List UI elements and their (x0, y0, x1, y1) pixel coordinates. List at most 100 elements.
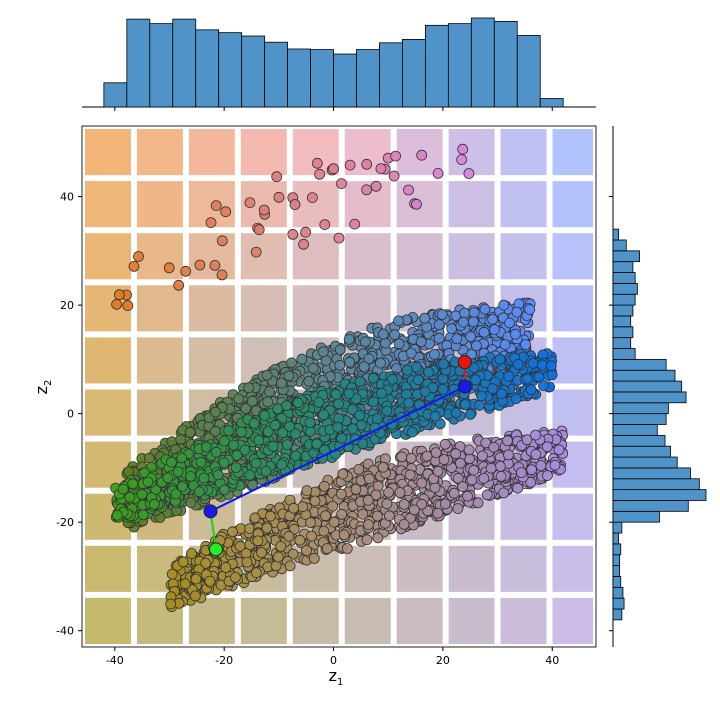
scatter-point (223, 425, 235, 437)
right-hist-bar (612, 554, 621, 566)
scatter-point (261, 369, 273, 381)
scatter-point (526, 464, 537, 476)
scatter-point (166, 568, 178, 580)
scatter-point (389, 329, 401, 341)
right-hist-bar (612, 424, 658, 436)
scatter-point (438, 454, 450, 465)
scatter-point (525, 384, 537, 396)
scatter-point (419, 386, 431, 398)
scatter-point (290, 450, 302, 462)
scatter-point (452, 503, 464, 515)
scatter-point (318, 409, 330, 421)
background-tile (85, 233, 131, 280)
scatter-point (357, 438, 369, 450)
scatter-point (318, 480, 330, 492)
scatter-point (452, 472, 464, 484)
scatter-point (541, 441, 553, 453)
right-hist-bar (612, 358, 667, 371)
scatter-point (338, 529, 350, 541)
scatter-point (252, 535, 264, 547)
scatter-point (371, 510, 383, 522)
scatter-point (270, 560, 282, 572)
scatter-point (307, 362, 319, 374)
background-tile (500, 597, 547, 644)
scatter-point (396, 451, 408, 463)
scatter-point (398, 498, 410, 510)
right-marginal-histogram (609, 126, 707, 647)
scatter-point (498, 487, 510, 499)
scatter-point (289, 199, 301, 210)
background-tile (500, 129, 547, 176)
scatter-point (358, 361, 370, 373)
scatter-point (287, 228, 299, 240)
trajectory-segment (210, 385, 466, 513)
scatter-point (275, 541, 287, 552)
scatter-point (432, 465, 444, 477)
scatter-point (527, 357, 539, 369)
scatter-point (503, 370, 515, 382)
scatter-point (334, 344, 346, 356)
scatter-point (498, 299, 510, 311)
scatter-point (336, 432, 348, 444)
scatter-point (549, 459, 561, 471)
scatter-point (328, 163, 339, 175)
scatter-point (133, 251, 144, 262)
scatter-point (210, 446, 222, 458)
x-tick-label: 0 (330, 654, 337, 667)
scatter-points (110, 143, 569, 613)
scatter-point (377, 461, 389, 473)
scatter-point (553, 444, 565, 456)
scatter-point (170, 488, 182, 500)
scatter-point (433, 319, 445, 331)
background-tile (552, 337, 593, 384)
scatter-point (476, 390, 487, 402)
scatter-point (334, 359, 346, 371)
scatter-point (344, 159, 356, 171)
scatter-point (294, 534, 306, 546)
scatter-point (510, 393, 522, 405)
scatter-point (264, 510, 276, 522)
scatter-point (114, 289, 125, 301)
right-hist-bar (612, 608, 623, 621)
scatter-point (473, 399, 485, 411)
scatter-point (249, 512, 261, 524)
right-hist-bar (612, 478, 700, 491)
scatter-point (510, 328, 521, 340)
right-hist-bar (612, 326, 634, 339)
scatter-point (122, 300, 134, 312)
background-tile (188, 233, 235, 280)
scatter-point (258, 204, 270, 216)
scatter-point (363, 473, 375, 485)
scatter-point (421, 450, 433, 462)
scatter-point (375, 163, 387, 175)
scatter-point (354, 376, 366, 388)
background-tile (344, 545, 391, 592)
top-hist-bar (126, 18, 151, 108)
scatter-point (198, 472, 210, 484)
background-tile (552, 285, 593, 332)
background-tile (85, 181, 131, 228)
scatter-point (446, 323, 458, 335)
scatter-point (456, 154, 468, 166)
scatter-point (533, 371, 545, 383)
scatter-point (428, 348, 440, 360)
scatter-point (216, 235, 228, 247)
scatter-point (470, 374, 481, 386)
scatter-point (253, 224, 265, 236)
scatter-point (343, 333, 355, 345)
scatter-point (434, 418, 446, 430)
background-tile (448, 233, 495, 280)
scatter-point (287, 548, 299, 560)
top-hist-bar (447, 23, 472, 108)
top-hist-bar (241, 35, 266, 108)
right-hist-bar (612, 228, 619, 241)
scatter-point (292, 397, 304, 409)
scatter-point (218, 457, 230, 469)
scatter-point (346, 404, 358, 415)
x-tick-label: 40 (545, 654, 559, 667)
scatter-point (272, 551, 284, 563)
scatter-point (462, 490, 473, 502)
right-hist-bar (612, 467, 691, 480)
scatter-point (468, 307, 480, 319)
background-tile (448, 181, 495, 228)
